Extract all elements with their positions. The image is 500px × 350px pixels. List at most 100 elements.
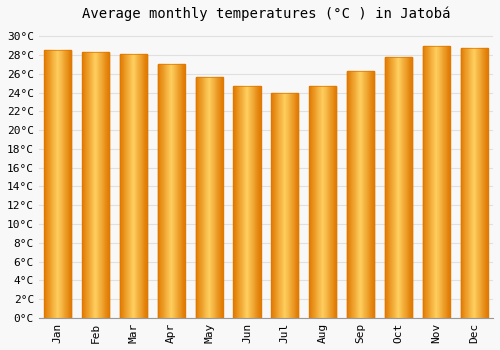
Bar bbox=[472, 48, 473, 318]
Bar bbox=[318, 86, 319, 318]
Bar bbox=[290, 92, 291, 318]
Bar bbox=[424, 46, 425, 318]
Bar bbox=[473, 48, 474, 318]
Bar bbox=[120, 54, 121, 318]
Bar bbox=[66, 50, 67, 318]
Bar bbox=[124, 54, 126, 318]
Bar bbox=[46, 50, 47, 318]
Bar bbox=[136, 54, 138, 318]
Bar bbox=[67, 50, 68, 318]
Bar bbox=[165, 64, 166, 318]
Bar bbox=[220, 77, 221, 318]
Bar bbox=[52, 50, 53, 318]
Bar bbox=[138, 54, 139, 318]
Bar bbox=[294, 92, 295, 318]
Bar bbox=[257, 86, 258, 318]
Bar bbox=[397, 57, 398, 318]
Bar bbox=[44, 50, 45, 318]
Bar bbox=[470, 48, 471, 318]
Bar bbox=[442, 46, 443, 318]
Bar bbox=[173, 64, 174, 318]
Bar bbox=[392, 57, 393, 318]
Bar bbox=[172, 64, 173, 318]
Bar bbox=[216, 77, 217, 318]
Bar bbox=[359, 71, 360, 318]
Bar bbox=[354, 71, 355, 318]
Bar bbox=[447, 46, 448, 318]
Bar bbox=[327, 86, 328, 318]
Bar bbox=[486, 48, 487, 318]
Bar bbox=[248, 86, 249, 318]
Bar bbox=[398, 57, 399, 318]
Bar bbox=[126, 54, 127, 318]
Bar bbox=[71, 50, 72, 318]
Bar bbox=[235, 86, 236, 318]
Bar bbox=[464, 48, 465, 318]
Bar bbox=[82, 52, 83, 318]
Bar bbox=[362, 71, 364, 318]
Bar bbox=[429, 46, 430, 318]
Bar bbox=[207, 77, 208, 318]
Bar bbox=[407, 57, 408, 318]
Bar bbox=[107, 52, 108, 318]
Bar bbox=[385, 57, 412, 318]
Bar bbox=[205, 77, 206, 318]
Bar bbox=[200, 77, 201, 318]
Bar bbox=[471, 48, 472, 318]
Bar bbox=[443, 46, 444, 318]
Bar bbox=[103, 52, 104, 318]
Bar bbox=[237, 86, 238, 318]
Bar bbox=[53, 50, 54, 318]
Bar bbox=[242, 86, 243, 318]
Bar bbox=[197, 77, 198, 318]
Bar bbox=[158, 64, 185, 318]
Bar bbox=[448, 46, 449, 318]
Bar bbox=[468, 48, 469, 318]
Bar bbox=[441, 46, 442, 318]
Bar bbox=[48, 50, 49, 318]
Bar bbox=[58, 50, 59, 318]
Bar bbox=[292, 92, 293, 318]
Bar bbox=[141, 54, 142, 318]
Bar bbox=[85, 52, 86, 318]
Bar bbox=[166, 64, 167, 318]
Bar bbox=[353, 71, 354, 318]
Bar bbox=[482, 48, 483, 318]
Bar bbox=[483, 48, 484, 318]
Bar bbox=[331, 86, 332, 318]
Bar bbox=[89, 52, 90, 318]
Bar bbox=[394, 57, 395, 318]
Bar bbox=[204, 77, 205, 318]
Bar bbox=[287, 92, 288, 318]
Bar bbox=[358, 71, 359, 318]
Bar bbox=[60, 50, 61, 318]
Bar bbox=[55, 50, 56, 318]
Bar bbox=[239, 86, 240, 318]
Bar bbox=[372, 71, 373, 318]
Bar bbox=[355, 71, 356, 318]
Bar bbox=[422, 46, 450, 318]
Bar bbox=[283, 92, 284, 318]
Bar bbox=[481, 48, 482, 318]
Bar bbox=[434, 46, 435, 318]
Bar bbox=[276, 92, 277, 318]
Bar bbox=[95, 52, 96, 318]
Bar bbox=[356, 71, 357, 318]
Bar bbox=[134, 54, 135, 318]
Bar bbox=[253, 86, 254, 318]
Bar bbox=[123, 54, 124, 318]
Bar bbox=[163, 64, 164, 318]
Bar bbox=[348, 71, 349, 318]
Bar bbox=[422, 46, 423, 318]
Bar bbox=[285, 92, 286, 318]
Bar bbox=[202, 77, 203, 318]
Bar bbox=[360, 71, 361, 318]
Bar bbox=[160, 64, 161, 318]
Bar bbox=[296, 92, 297, 318]
Bar bbox=[325, 86, 326, 318]
Bar bbox=[431, 46, 432, 318]
Bar bbox=[389, 57, 390, 318]
Bar bbox=[286, 92, 287, 318]
Bar bbox=[214, 77, 215, 318]
Bar bbox=[196, 77, 197, 318]
